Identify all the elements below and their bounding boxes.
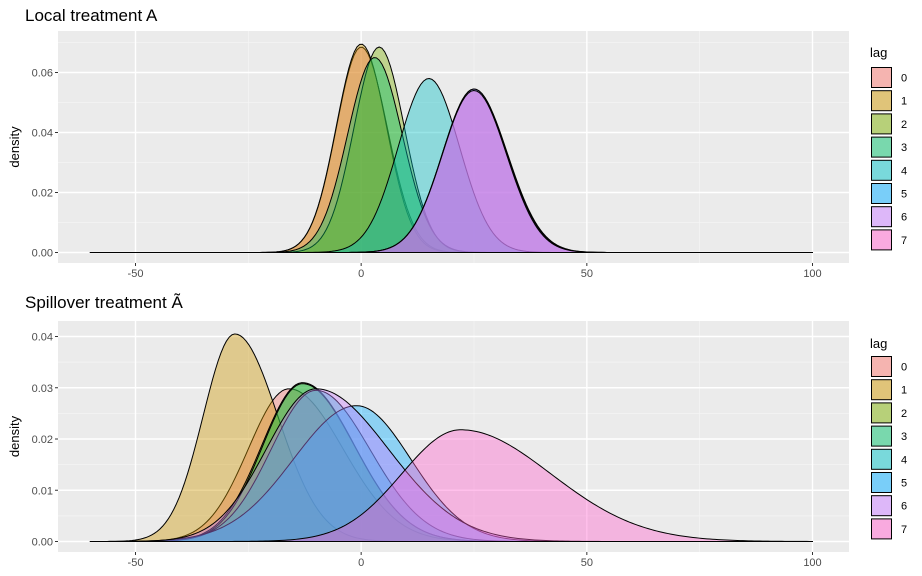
chart-panel-0: Local treatment A-50 0 50 1000.000.020.040.… (7, 6, 907, 280)
y-tick-label: 0.03 (32, 383, 53, 395)
x-tick-label: 100 (803, 557, 821, 569)
legend-label: 6 (901, 501, 907, 513)
legend-label: 7 (901, 524, 907, 536)
legend-label: 3 (901, 142, 907, 154)
x-tick-label: 0 (358, 557, 364, 569)
x-tick-label: 50 (581, 268, 593, 280)
legend-swatch-lag-5 (871, 472, 892, 493)
x-tick-label: 100 (803, 268, 821, 280)
y-tick-label: 0.00 (32, 248, 53, 260)
legend-swatch-lag-5 (871, 183, 892, 204)
x-tick-label: -50 (128, 268, 144, 280)
y-tick-label: 0.02 (32, 434, 53, 446)
chart-panel-1: Spillover treatment Ã-50 0 50 1000.000.010.… (7, 293, 907, 569)
legend-label: 1 (901, 96, 907, 108)
y-tick-label: 0.06 (32, 68, 53, 80)
legend-label: 5 (901, 189, 907, 201)
legend-label: 4 (901, 165, 907, 177)
y-axis-label: density (7, 415, 22, 457)
legend-swatch-lag-6 (871, 495, 892, 517)
x-tick-label: 0 (358, 268, 364, 280)
chart-title: Local treatment A (25, 6, 158, 25)
legend-swatch-lag-4 (871, 159, 892, 181)
legend-swatch-lag-3 (871, 425, 892, 447)
legend-label: 6 (901, 212, 907, 224)
y-tick-label: 0.04 (32, 128, 53, 140)
legend-swatch-lag-7 (871, 229, 892, 251)
y-tick-label: 0.01 (32, 485, 53, 497)
legend-label: 0 (901, 73, 907, 85)
legend-label: 5 (901, 478, 907, 490)
legend-label: 1 (901, 385, 907, 397)
plot-background (58, 31, 849, 263)
y-tick-label: 0.02 (32, 188, 53, 200)
legend-label: 3 (901, 431, 907, 443)
x-tick-label: 50 (581, 557, 593, 569)
legend-label: 2 (901, 119, 907, 131)
chart-title: Spillover treatment Ã (25, 293, 183, 312)
legend-swatch-lag-0 (871, 356, 892, 377)
legend-swatch-lag-1 (871, 90, 892, 112)
legend-title: lag (870, 336, 887, 351)
legend-swatch-lag-7 (871, 518, 892, 540)
legend-swatch-lag-2 (871, 113, 892, 135)
y-tick-label: 0.00 (32, 537, 53, 549)
legend-swatch-lag-2 (871, 402, 892, 424)
legend-title: lag (870, 45, 887, 60)
legend-swatch-lag-0 (871, 67, 892, 88)
legend-label: 4 (901, 454, 907, 466)
legend-label: 7 (901, 235, 907, 247)
legend-label: 0 (901, 362, 907, 374)
y-tick-label: 0.04 (32, 332, 53, 344)
legend-swatch-lag-3 (871, 136, 892, 158)
legend-swatch-lag-1 (871, 379, 892, 401)
y-axis-label: density (7, 126, 22, 168)
legend-swatch-lag-6 (871, 206, 892, 228)
legend-label: 2 (901, 408, 907, 420)
density-curve-lag-7 (89, 90, 813, 253)
legend-swatch-lag-4 (871, 448, 892, 470)
x-tick-label: -50 (128, 557, 144, 569)
density-curve-lag-7 (89, 429, 813, 542)
